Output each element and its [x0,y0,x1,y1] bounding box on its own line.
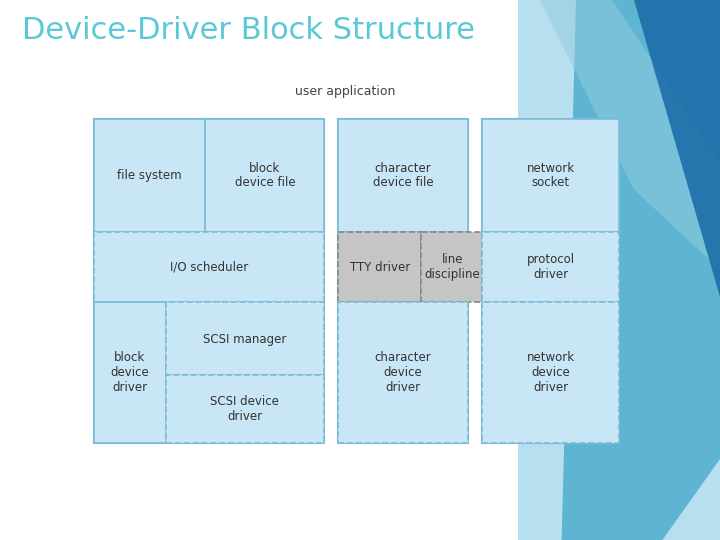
Bar [94,119,324,443]
Bar [482,232,619,302]
Polygon shape [634,0,720,297]
Text: protocol
driver: protocol driver [527,253,575,281]
Bar [166,302,324,375]
Polygon shape [540,0,720,270]
Bar [482,119,619,232]
Text: character
device
driver: character device driver [375,351,431,394]
Text: block
device file: block device file [235,161,295,190]
Text: SCSI device
driver: SCSI device driver [210,395,279,423]
Text: line
discipline: line discipline [424,253,480,281]
Text: file system: file system [117,169,182,182]
Bar [94,119,205,232]
Text: network
device
driver: network device driver [527,351,575,394]
Bar [482,302,619,443]
Text: character
device file: character device file [373,161,433,190]
Text: block
device
driver: block device driver [110,351,149,394]
Bar [205,119,324,232]
Text: TTY driver: TTY driver [350,261,410,274]
Bar [421,232,482,302]
Bar [338,119,468,443]
Bar [338,119,468,232]
Polygon shape [518,0,720,540]
Text: SCSI manager: SCSI manager [203,333,287,346]
Polygon shape [562,0,720,540]
Bar [94,232,324,302]
Text: Device-Driver Block Structure: Device-Driver Block Structure [22,16,474,45]
Text: user application: user application [295,85,396,98]
Bar [338,232,421,302]
Bar [482,119,619,443]
Bar [166,375,324,443]
Bar [338,302,468,443]
Text: network
socket: network socket [527,161,575,190]
Bar [94,302,166,443]
Text: I/O scheduler: I/O scheduler [170,261,248,274]
